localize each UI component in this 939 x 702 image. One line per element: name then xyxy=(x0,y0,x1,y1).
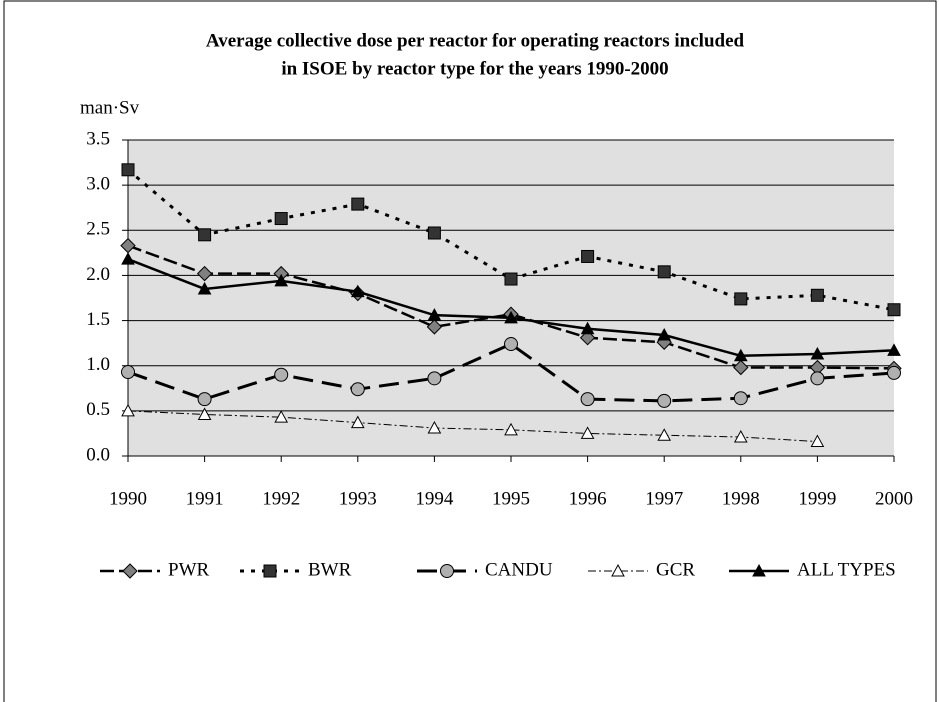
data-point xyxy=(197,407,212,420)
series-line xyxy=(127,342,895,403)
legend-marker xyxy=(440,564,454,578)
data-point xyxy=(426,319,443,335)
data-point xyxy=(733,359,749,376)
data-point xyxy=(427,371,442,386)
data-point xyxy=(810,346,825,360)
y-tick-label: 0.0 xyxy=(86,444,110,465)
data-point xyxy=(580,321,595,335)
x-tick-label: 1999 xyxy=(798,488,836,509)
legend-marker xyxy=(263,564,277,578)
legend-label: CANDU xyxy=(485,559,553,580)
x-tick-label: 1996 xyxy=(569,488,607,509)
data-point xyxy=(810,288,824,302)
legend-label: GCR xyxy=(656,559,695,580)
data-point xyxy=(274,212,288,226)
plot-area xyxy=(128,140,894,456)
y-tick-label: 3.0 xyxy=(86,174,110,195)
data-point xyxy=(350,284,365,298)
data-point xyxy=(657,327,672,341)
data-point xyxy=(274,273,289,287)
y-tick-label: 2.5 xyxy=(86,219,110,240)
y-tick-label: 2.0 xyxy=(86,264,110,285)
data-point xyxy=(427,226,441,240)
data-point xyxy=(581,249,595,263)
data-point xyxy=(427,308,442,321)
data-point xyxy=(121,365,135,380)
data-point xyxy=(733,348,748,362)
data-point xyxy=(504,422,518,436)
data-point xyxy=(197,392,212,407)
legend-marker xyxy=(122,563,138,579)
data-point xyxy=(274,367,289,382)
data-point xyxy=(579,330,596,346)
data-point xyxy=(351,197,365,211)
series-line xyxy=(127,410,818,443)
chart-title: in ISOE by reactor type for the years 19… xyxy=(281,58,668,79)
data-point xyxy=(350,415,365,429)
x-tick-label: 2000 xyxy=(875,488,913,509)
data-point xyxy=(504,310,518,324)
data-point xyxy=(580,426,595,439)
data-point xyxy=(198,228,212,242)
data-point xyxy=(734,292,748,306)
data-point xyxy=(887,303,901,317)
data-point xyxy=(657,428,672,441)
data-point xyxy=(733,391,748,406)
data-point xyxy=(887,343,901,356)
data-point xyxy=(121,163,135,177)
legend-marker xyxy=(752,563,766,577)
y-tick-label: 1.0 xyxy=(86,354,110,375)
y-tick-label: 1.5 xyxy=(86,309,110,330)
data-point xyxy=(121,252,135,265)
x-tick-label: 1993 xyxy=(339,488,377,509)
data-point xyxy=(427,420,442,434)
y-tick-label: 3.5 xyxy=(86,128,110,149)
data-point xyxy=(274,410,289,423)
x-tick-label: 1992 xyxy=(262,488,300,509)
x-tick-label: 1995 xyxy=(492,488,530,509)
data-point xyxy=(350,382,365,397)
x-tick-label: 1997 xyxy=(645,488,683,509)
data-point xyxy=(196,265,213,282)
data-point xyxy=(887,365,901,380)
data-point xyxy=(810,371,825,386)
x-tick-label: 1998 xyxy=(722,488,760,509)
data-point xyxy=(121,403,135,417)
y-tick-label: 0.5 xyxy=(86,399,110,420)
legend-label: PWR xyxy=(168,559,210,580)
x-tick-label: 1990 xyxy=(109,488,147,509)
y-axis-label: man·Sv xyxy=(80,97,140,118)
data-point xyxy=(733,429,748,443)
legend-label: ALL TYPES xyxy=(797,559,896,580)
chart-title: Average collective dose per reactor for … xyxy=(206,30,745,51)
x-tick-label: 1994 xyxy=(415,488,454,509)
data-point xyxy=(580,392,595,407)
legend-label: BWR xyxy=(308,559,352,580)
data-point xyxy=(810,434,825,448)
data-point xyxy=(504,337,518,352)
data-point xyxy=(657,393,672,408)
data-point xyxy=(657,265,671,279)
legend-marker xyxy=(611,563,625,577)
data-point xyxy=(504,272,518,286)
x-tick-label: 1991 xyxy=(186,488,224,509)
data-point xyxy=(197,281,212,295)
